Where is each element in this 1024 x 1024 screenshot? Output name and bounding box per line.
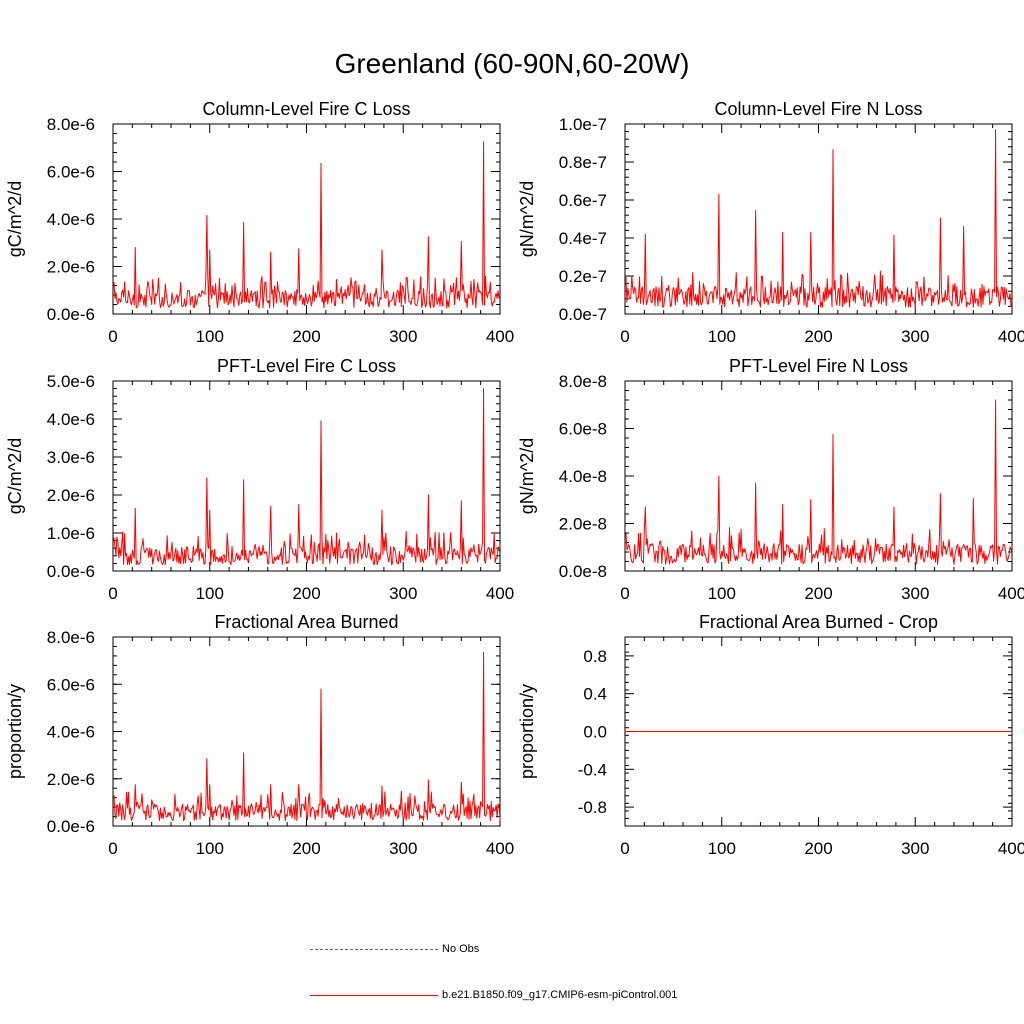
y-axis-label: gN/m^2/d [517, 438, 537, 514]
chart-title: PFT-Level Fire N Loss [729, 356, 908, 376]
y-tick-label: 2.0e-6 [47, 486, 95, 505]
y-tick-label: 6.0e-8 [559, 420, 607, 439]
legend-item-no-obs: No Obs [310, 943, 479, 955]
series-line [625, 129, 1013, 308]
y-tick-label: 0.0e-7 [559, 305, 607, 324]
y-axis-label: gC/m^2/d [5, 181, 25, 257]
chart-panel-1: Column-Level Fire C Loss gC/m^2/d 0 100 200 3… [5, 99, 514, 346]
y-tick-label: 4.0e-6 [47, 210, 95, 229]
y-tick-label: 8.0e-6 [47, 115, 95, 134]
y-tick-label: 5.0e-6 [47, 372, 95, 391]
x-tick-label: 100 [708, 584, 736, 603]
y-tick-label: 2.0e-8 [559, 515, 607, 534]
x-tick-label: 100 [196, 839, 224, 858]
plot-frame [624, 380, 1013, 572]
series-line [113, 141, 501, 309]
y-tick-label: 0.0e-6 [47, 305, 95, 324]
y-tick-label: 1.0e-7 [559, 115, 607, 134]
y-tick-label: 6.0e-6 [47, 675, 95, 694]
x-tick-label: 400 [998, 327, 1024, 346]
y-tick-label: 2.0e-6 [47, 258, 95, 277]
x-tick-label: 300 [389, 584, 417, 603]
y-axis-label: proportion/y [5, 684, 25, 779]
y-tick-label: 0.4 [583, 685, 607, 704]
x-tick-label: 200 [804, 839, 832, 858]
x-tick-label: 200 [292, 584, 320, 603]
y-tick-label: 0.0e-6 [47, 562, 95, 581]
x-tick-label: 300 [901, 327, 929, 346]
series-line [113, 388, 501, 566]
x-tick-label: 300 [901, 584, 929, 603]
y-tick-label: -0.8 [578, 798, 607, 817]
legend-solid-line-icon [310, 994, 438, 996]
x-tick-label: 400 [998, 839, 1024, 858]
x-tick-label: 200 [292, 327, 320, 346]
x-tick-label: 100 [196, 584, 224, 603]
chart-panel-4: PFT-Level Fire N Loss gN/m^2/d 0 100 200 300 4… [517, 356, 1024, 603]
y-tick-label: 0.0e-6 [47, 817, 95, 836]
x-tick-label: 0 [620, 839, 629, 858]
y-tick-label: 4.0e-6 [47, 723, 95, 742]
legend-dashed-line-icon [310, 948, 438, 950]
y-axis-label: gN/m^2/d [517, 181, 537, 257]
x-tick-label: 400 [486, 584, 514, 603]
plot-frame [112, 636, 501, 827]
y-tick-label: -0.4 [578, 760, 607, 779]
x-tick-label: 300 [389, 839, 417, 858]
x-tick-label: 300 [901, 839, 929, 858]
y-tick-label: 2.0e-6 [47, 770, 95, 789]
y-tick-label: 8.0e-6 [47, 628, 95, 647]
plot-frame [624, 123, 1013, 315]
legend-item-model: b.e21.B1850.f09_g17.CMIP6-esm-piControl.… [310, 989, 677, 1001]
y-axis-label: proportion/y [517, 684, 537, 779]
chart-panel-6: Fractional Area Burned - Crop proportion/… [517, 612, 1024, 858]
x-tick-label: 100 [708, 839, 736, 858]
y-tick-label: 0.6e-7 [559, 191, 607, 210]
y-axis-label: gC/m^2/d [5, 438, 25, 514]
series-line [113, 651, 501, 822]
y-tick-label: 0.0e-8 [559, 562, 607, 581]
chart-title: PFT-Level Fire C Loss [217, 356, 396, 376]
x-tick-label: 300 [389, 327, 417, 346]
y-tick-label: 8.0e-8 [559, 372, 607, 391]
chart-title: Column-Level Fire C Loss [202, 99, 410, 119]
x-tick-label: 0 [620, 327, 629, 346]
x-tick-label: 100 [196, 327, 224, 346]
x-tick-label: 200 [804, 584, 832, 603]
y-tick-label: 0.2e-7 [559, 267, 607, 286]
x-tick-label: 400 [486, 327, 514, 346]
y-tick-label: 0.4e-7 [559, 229, 607, 248]
chart-title: Fractional Area Burned [214, 612, 398, 632]
chart-panel-5: Fractional Area Burned proportion/y 0 100 20… [5, 612, 514, 858]
legend-label-no-obs: No Obs [442, 943, 480, 955]
chart-panel-2: Column-Level Fire N Loss gN/m^2/d 0 100 200 3… [517, 99, 1024, 346]
y-tick-label: 0.0 [583, 723, 607, 742]
x-tick-label: 0 [108, 839, 117, 858]
page-title: Greenland (60-90N,60-20W) [334, 48, 690, 79]
chart-title: Fractional Area Burned - Crop [699, 612, 938, 632]
y-tick-label: 4.0e-8 [559, 467, 607, 486]
chart-title: Column-Level Fire N Loss [714, 99, 922, 119]
plot-frame [112, 380, 501, 572]
plot-frame [112, 123, 501, 315]
x-tick-label: 400 [486, 839, 514, 858]
y-tick-label: 0.8 [583, 647, 607, 666]
x-tick-label: 200 [292, 839, 320, 858]
y-tick-label: 4.0e-6 [47, 410, 95, 429]
y-tick-label: 3.0e-6 [47, 448, 95, 467]
x-tick-label: 0 [108, 584, 117, 603]
y-tick-label: 6.0e-6 [47, 163, 95, 182]
legend-label-model: b.e21.B1850.f09_g17.CMIP6-esm-piControl.… [442, 989, 678, 1001]
chart-panel-3: PFT-Level Fire C Loss gC/m^2/d 0 100 200 300 4… [5, 356, 514, 603]
x-tick-label: 400 [998, 584, 1024, 603]
x-tick-label: 200 [804, 327, 832, 346]
y-tick-label: 0.8e-7 [559, 153, 607, 172]
x-tick-label: 0 [108, 327, 117, 346]
series-line [625, 399, 1013, 565]
x-tick-label: 100 [708, 327, 736, 346]
y-tick-label: 1.0e-6 [47, 524, 95, 543]
x-tick-label: 0 [620, 584, 629, 603]
